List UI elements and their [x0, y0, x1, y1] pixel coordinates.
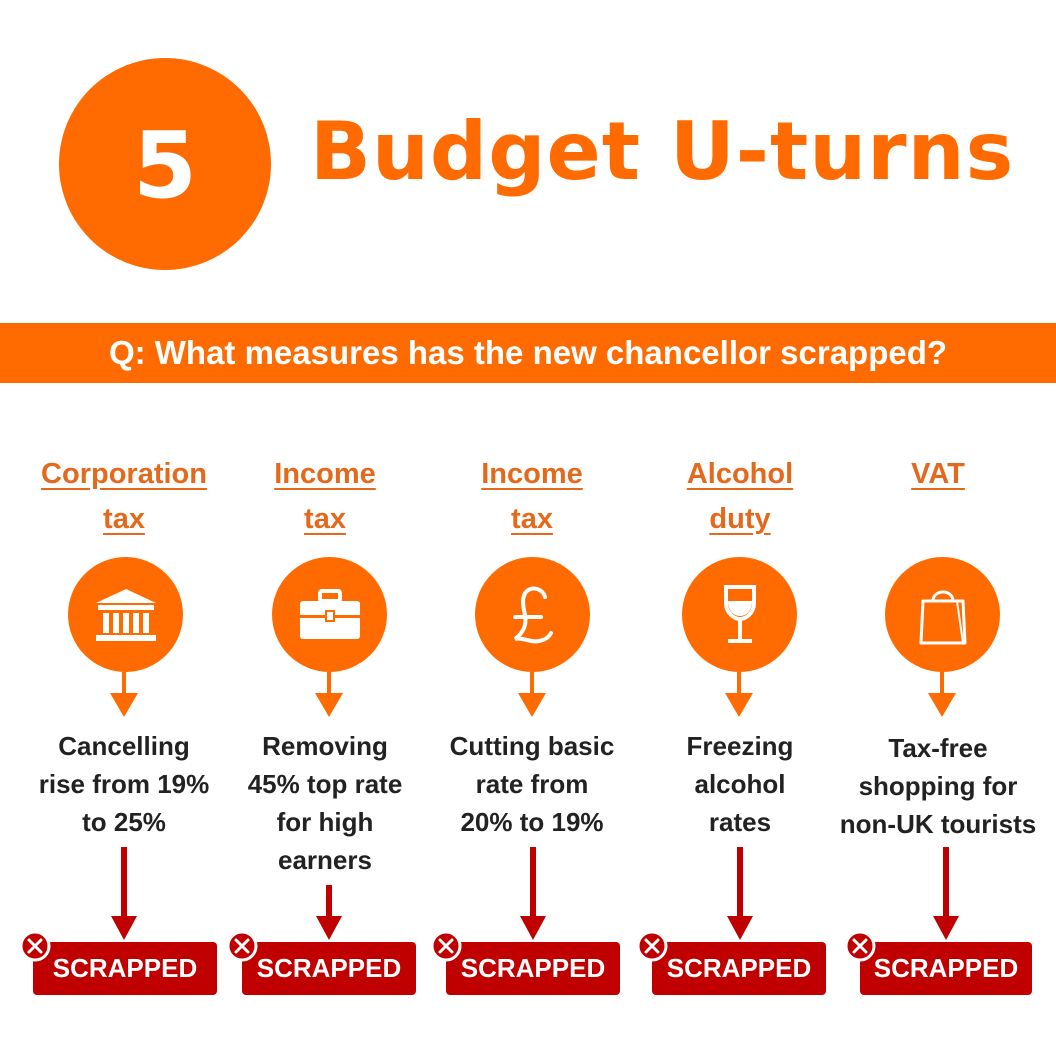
category-heading: VAT — [911, 458, 965, 490]
question-text: Q: What measures has the new chancellor … — [108, 334, 948, 371]
close-icon — [844, 930, 876, 962]
measure-column-alcohol-duty: Alcohol duty Freezing alcohol rates SCRA… — [636, 0, 840, 1056]
category-heading: Corporation tax — [41, 458, 207, 535]
arrow-down-icon — [530, 672, 534, 694]
measure-description: Removing 45% top rate for high earners — [247, 731, 403, 875]
wine-glass-icon — [723, 584, 756, 643]
measure-description: Freezing alcohol rates — [686, 731, 794, 837]
measure-column-vat: VAT Tax-free shopping for non-UK tourist… — [838, 0, 1038, 1056]
measure-column-income-tax-basic-rate: Income tax Cutting basic rate from 20% t… — [430, 0, 632, 1056]
icon-circle — [272, 557, 387, 672]
measure-column-corporation-tax: Corporation tax Cancelling rise from 19%… — [19, 0, 224, 1056]
measure-description: Cancelling rise from 19% to 25% — [38, 731, 210, 837]
red-arrow-icon — [121, 847, 127, 917]
arrow-down-icon — [122, 672, 126, 694]
red-arrow-icon — [737, 847, 743, 917]
close-icon — [19, 930, 51, 962]
red-arrow-icon — [943, 847, 949, 917]
arrow-down-icon — [737, 672, 741, 694]
close-icon — [226, 930, 258, 962]
category-heading: Income tax — [481, 458, 583, 535]
arrow-head — [110, 693, 138, 717]
briefcase-icon — [299, 588, 360, 639]
red-arrow-icon — [326, 885, 332, 917]
close-icon — [636, 930, 668, 962]
number-badge: 5 — [59, 58, 271, 270]
icon-circle — [682, 557, 797, 672]
red-arrow-icon — [530, 847, 536, 917]
red-arrow-head — [933, 916, 959, 940]
red-arrow-head — [316, 916, 342, 940]
measure-description: Tax-free shopping for non-UK tourists — [839, 733, 1037, 839]
icon-circle — [475, 557, 590, 672]
scrapped-badge: SCRAPPED — [242, 942, 416, 995]
category-heading: Alcohol duty — [686, 458, 794, 535]
arrow-head — [928, 693, 956, 717]
bank-icon — [95, 588, 156, 641]
red-arrow-head — [727, 916, 753, 940]
scrapped-badge: SCRAPPED — [652, 942, 826, 995]
u-turn-count: 5 — [132, 112, 197, 219]
arrow-down-icon — [940, 672, 944, 694]
icon-circle — [68, 557, 183, 672]
scrapped-badge: SCRAPPED — [33, 942, 217, 995]
icon-circle — [885, 557, 1000, 672]
scrapped-badge: SCRAPPED — [860, 942, 1032, 995]
measure-description: Cutting basic rate from 20% to 19% — [449, 731, 615, 837]
arrow-head — [725, 693, 753, 717]
shopping-bag-icon — [919, 590, 966, 644]
arrow-head — [518, 693, 546, 717]
arrow-down-icon — [327, 672, 331, 694]
red-arrow-head — [520, 916, 546, 940]
scrapped-badge: SCRAPPED — [446, 942, 620, 995]
question-banner: Q: What measures has the new chancellor … — [0, 323, 1056, 383]
measure-column-income-tax-top-rate: Income tax Removing 45% top rate for hig… — [225, 0, 425, 1056]
page-title: Budget U-turns — [310, 105, 1015, 198]
category-heading: Income tax — [274, 458, 376, 535]
close-icon — [430, 930, 462, 962]
pound-icon — [512, 586, 553, 643]
arrow-head — [315, 693, 343, 717]
red-arrow-head — [111, 916, 137, 940]
